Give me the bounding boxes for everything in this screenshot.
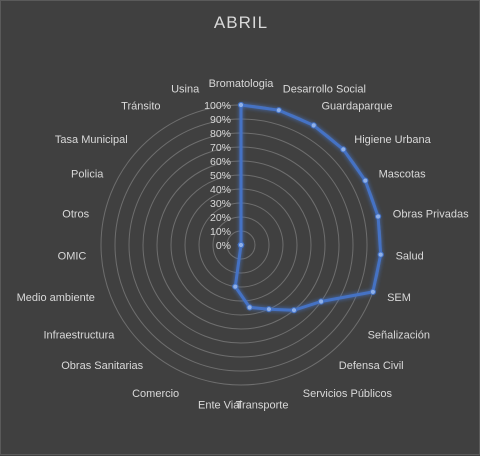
radial-tick-label: 0% <box>216 240 231 252</box>
category-label: OMIC <box>58 251 87 263</box>
radial-tick-label: 30% <box>210 198 231 210</box>
category-label: Desarrollo Social <box>283 84 366 96</box>
data-point <box>318 298 325 305</box>
category-label: Higiene Urbana <box>354 134 431 146</box>
radial-tick-label: 90% <box>210 114 231 126</box>
radial-tick-label: 100% <box>204 100 231 112</box>
data-point <box>375 213 382 220</box>
category-label: Comercio <box>132 388 179 400</box>
radial-tick-label: 40% <box>210 184 231 196</box>
category-label: Obras Sanitarias <box>61 360 143 372</box>
category-label: Guardaparque <box>322 101 393 113</box>
category-label: SEM <box>387 292 411 304</box>
data-point <box>265 306 272 313</box>
radial-tick-label: 50% <box>210 170 231 182</box>
category-label: Policia <box>71 169 104 181</box>
data-point <box>377 251 384 258</box>
data-point <box>232 283 239 290</box>
data-point <box>362 177 369 184</box>
data-point <box>290 307 298 314</box>
category-label: Señalización <box>368 329 430 341</box>
chart-title: ABRIL <box>213 13 269 32</box>
category-label: Tasa Municipal <box>55 134 128 146</box>
series-layer <box>232 101 384 314</box>
radial-tick-label: 10% <box>210 226 231 238</box>
category-label: Medio ambiente <box>17 292 95 304</box>
category-label: Salud <box>396 251 424 263</box>
category-label: Tránsito <box>121 101 160 113</box>
radial-tick-label: 60% <box>210 156 231 168</box>
radial-tick-label: 70% <box>210 142 231 154</box>
data-point <box>369 288 376 295</box>
category-label: Usina <box>171 84 200 96</box>
data-point <box>237 241 245 249</box>
category-label: Defensa Civil <box>339 360 404 372</box>
category-label: Mascotas <box>379 169 427 181</box>
data-point <box>237 101 245 109</box>
radial-tick-label: 80% <box>210 128 231 140</box>
category-labels: Bromatologia Desarrollo Social Guardaparqu… <box>17 78 469 412</box>
data-point <box>275 107 282 114</box>
category-label: Bromatologia <box>209 78 275 90</box>
data-point <box>340 146 347 153</box>
category-label: Otros <box>62 209 89 221</box>
category-label: Servicios Públicos <box>303 388 393 400</box>
category-label: Transporte <box>236 400 289 412</box>
category-label: Obras Privadas <box>393 209 469 221</box>
data-point <box>310 122 317 129</box>
radial-tick-labels: 0% 10% 20% 30% 40% 50% 60% 70% 80% 90% 100% <box>204 100 231 252</box>
category-label: Ente Vial <box>198 400 242 412</box>
category-label: Infraestructura <box>43 329 115 341</box>
data-point <box>246 304 253 311</box>
radial-tick-label: 20% <box>210 212 231 224</box>
